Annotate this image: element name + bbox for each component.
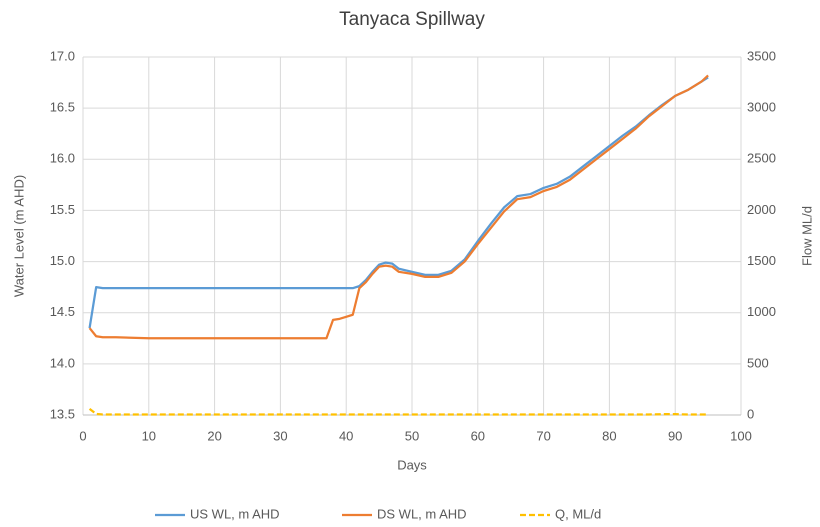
y-tick-label: 14.5 [50, 304, 75, 319]
y-tick-label: 13.5 [50, 406, 75, 421]
data-line [88, 76, 709, 329]
y2-tick-label: 2000 [747, 202, 776, 217]
y-tick-label: 16.0 [50, 151, 75, 166]
y2-tick-label: 3000 [747, 100, 776, 115]
legend-label: DS WL, m AHD [377, 506, 467, 521]
x-tick-label: 0 [79, 428, 86, 443]
x-axis-title: Days [397, 457, 427, 472]
x-tick-label: 20 [207, 428, 221, 443]
x-tick-label: 10 [142, 428, 156, 443]
x-tick-label: 100 [730, 428, 752, 443]
x-tick-label: 70 [536, 428, 550, 443]
y2-axis-title: Flow ML/d [799, 206, 814, 266]
y2-tick-label: 1500 [747, 253, 776, 268]
x-tick-label: 90 [668, 428, 682, 443]
y2-tick-label: 2500 [747, 151, 776, 166]
chart-title: Tanyaca Spillway [339, 9, 485, 30]
x-tick-label: 50 [405, 428, 419, 443]
y-tick-label: 15.5 [50, 202, 75, 217]
y2-tick-label: 500 [747, 355, 769, 370]
y-tick-label: 17.0 [50, 48, 75, 63]
y2-tick-label: 1000 [747, 304, 776, 319]
x-tick-label: 80 [602, 428, 616, 443]
data-line [88, 407, 709, 416]
x-tick-label: 60 [471, 428, 485, 443]
y-tick-label: 16.5 [50, 100, 75, 115]
x-tick-label: 40 [339, 428, 353, 443]
y-axis-title: Water Level (m AHD) [11, 175, 26, 297]
y-tick-label: 15.0 [50, 253, 75, 268]
y2-tick-label: 3500 [747, 48, 776, 63]
legend-label: Q, ML/d [555, 506, 601, 521]
legend-label: US WL, m AHD [190, 506, 280, 521]
x-tick-label: 30 [273, 428, 287, 443]
y2-tick-label: 0 [747, 406, 754, 421]
y-tick-label: 14.0 [50, 355, 75, 370]
data-line [88, 74, 709, 340]
